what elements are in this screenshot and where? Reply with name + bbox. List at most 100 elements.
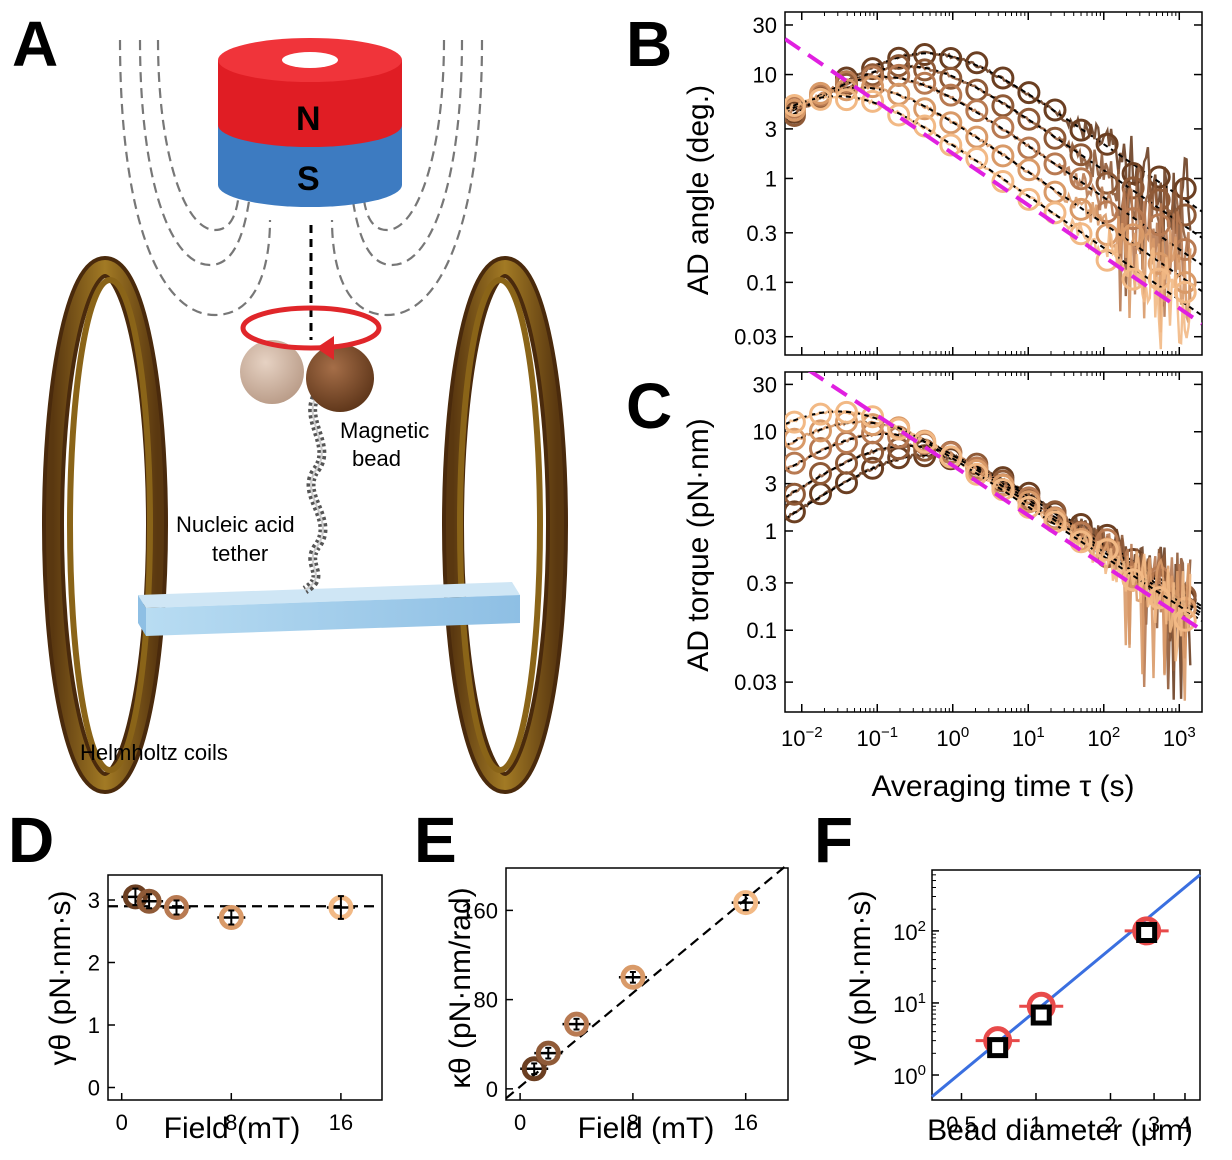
magnet-north-label: N <box>296 100 321 138</box>
glass-surface <box>138 582 520 636</box>
data-point <box>809 482 832 506</box>
data-point <box>809 437 832 460</box>
data-point <box>1069 143 1093 167</box>
y-tick-label: 0 <box>486 1077 498 1102</box>
data-point <box>887 54 911 78</box>
data-point <box>1173 177 1197 201</box>
y-tick-label: 1 <box>765 166 777 191</box>
y-tick-label: 10 <box>753 420 777 445</box>
plot-area <box>785 372 1202 701</box>
panel-e-xlabel: Field (mT) <box>578 1112 715 1145</box>
data-point <box>535 1040 561 1066</box>
data-point <box>1069 118 1093 142</box>
data-point <box>785 94 806 117</box>
y-tick-label: 0.1 <box>746 270 777 295</box>
data-point <box>1173 608 1197 632</box>
panel-c-xlabel: Averaging time τ (s) <box>871 770 1134 803</box>
field-lines <box>118 39 484 317</box>
y-tick-label: 80 <box>474 988 498 1013</box>
data-point <box>733 890 759 916</box>
bead-label-line1: Magnetic <box>340 418 429 443</box>
magnetic-bead <box>306 344 374 412</box>
data-point <box>939 83 963 107</box>
data-point <box>785 500 806 524</box>
data-point <box>1147 586 1171 610</box>
data-point <box>1173 203 1197 227</box>
panel-d-chart: 0 8 16 0 1 2 3 <box>88 874 383 1135</box>
data-point <box>939 445 963 469</box>
y-tick-label: 101 <box>893 990 926 1017</box>
panel-a: A N S <box>12 8 568 794</box>
fit-line <box>931 873 1201 1098</box>
data-point <box>887 103 911 127</box>
data-point <box>620 964 646 990</box>
data-point <box>1043 152 1067 176</box>
plot-area <box>785 37 1202 350</box>
data-point <box>564 1011 589 1037</box>
x-tick-label: 16 <box>733 1110 757 1135</box>
data-point <box>939 111 963 135</box>
x-tick-label: 10−1 <box>856 724 898 751</box>
data-point <box>1095 132 1119 156</box>
x-tick-label: 102 <box>1087 724 1120 751</box>
axes-frame <box>784 371 1203 713</box>
y-tick-label: 0.1 <box>746 618 777 643</box>
y-tick-label: 30 <box>753 13 777 38</box>
panel-label-b: B <box>626 8 672 80</box>
data-point <box>991 66 1015 90</box>
x-tick-label: 10−2 <box>781 724 823 751</box>
panel-b-chart: 0.03 0.1 0.3 1 3 10 30 <box>734 11 1203 356</box>
data-point <box>809 81 832 105</box>
y-tick-label: 0.3 <box>746 571 777 596</box>
data-point <box>965 99 989 123</box>
panel-c-chart: 0.03 0.1 0.3 1 3 10 30 10−2 10−1 100 101 102 103 <box>734 371 1203 751</box>
y-tick-label: 3 <box>765 472 777 497</box>
data-point <box>1173 280 1197 304</box>
data-point <box>164 895 189 920</box>
data-point <box>1147 267 1171 291</box>
panel-label-c: C <box>626 370 672 442</box>
data-point <box>861 75 885 99</box>
magnet: N S <box>218 38 402 207</box>
data-point <box>1095 248 1119 272</box>
panel-e-ylabel: κθ (pN·nm/rad) <box>444 887 477 1088</box>
y-tick-label: 102 <box>893 918 926 945</box>
data-point <box>835 88 858 112</box>
x-tick-label: 8 <box>627 1110 639 1135</box>
y-tick-label: 0.3 <box>746 221 777 246</box>
y-tick-label: 0.03 <box>734 325 777 350</box>
data-point <box>1017 107 1041 131</box>
y-tick-label: 0 <box>88 1076 100 1101</box>
data-point <box>1121 207 1145 231</box>
data-point <box>122 884 148 910</box>
panel-label-e: E <box>414 804 457 876</box>
data-point <box>887 417 911 441</box>
data-point <box>809 87 832 111</box>
data-point <box>1043 201 1067 225</box>
y-tick-label: 2 <box>88 951 100 976</box>
y-tick-label: 1 <box>88 1013 100 1038</box>
y-tick-label: 160 <box>461 898 498 923</box>
data-point <box>1095 171 1119 195</box>
data-point <box>887 46 911 70</box>
data-point <box>1069 167 1093 191</box>
data-point <box>1017 158 1041 182</box>
y-tick-label: 100 <box>893 1062 926 1089</box>
panel-f-xlabel: Bead diameter (μm) <box>927 1114 1193 1147</box>
panel-d-ylabel: γθ (pN·nm·s) <box>44 890 77 1065</box>
x-tick-label: 3 <box>1148 1112 1160 1137</box>
data-point <box>991 115 1015 139</box>
data-point <box>1043 126 1067 150</box>
fit-curve-2mT <box>785 65 1202 239</box>
rotation-arrow-icon <box>240 305 382 360</box>
panel-d-xlabel: Field (mT) <box>164 1112 301 1145</box>
panel-label-a: A <box>12 8 58 80</box>
data-point <box>785 451 806 475</box>
tether-label-line1: Nucleic acid <box>176 512 295 537</box>
data-point <box>1121 176 1145 200</box>
axes-frame <box>784 11 1203 356</box>
data-point <box>1121 162 1145 185</box>
data-point <box>939 66 963 90</box>
